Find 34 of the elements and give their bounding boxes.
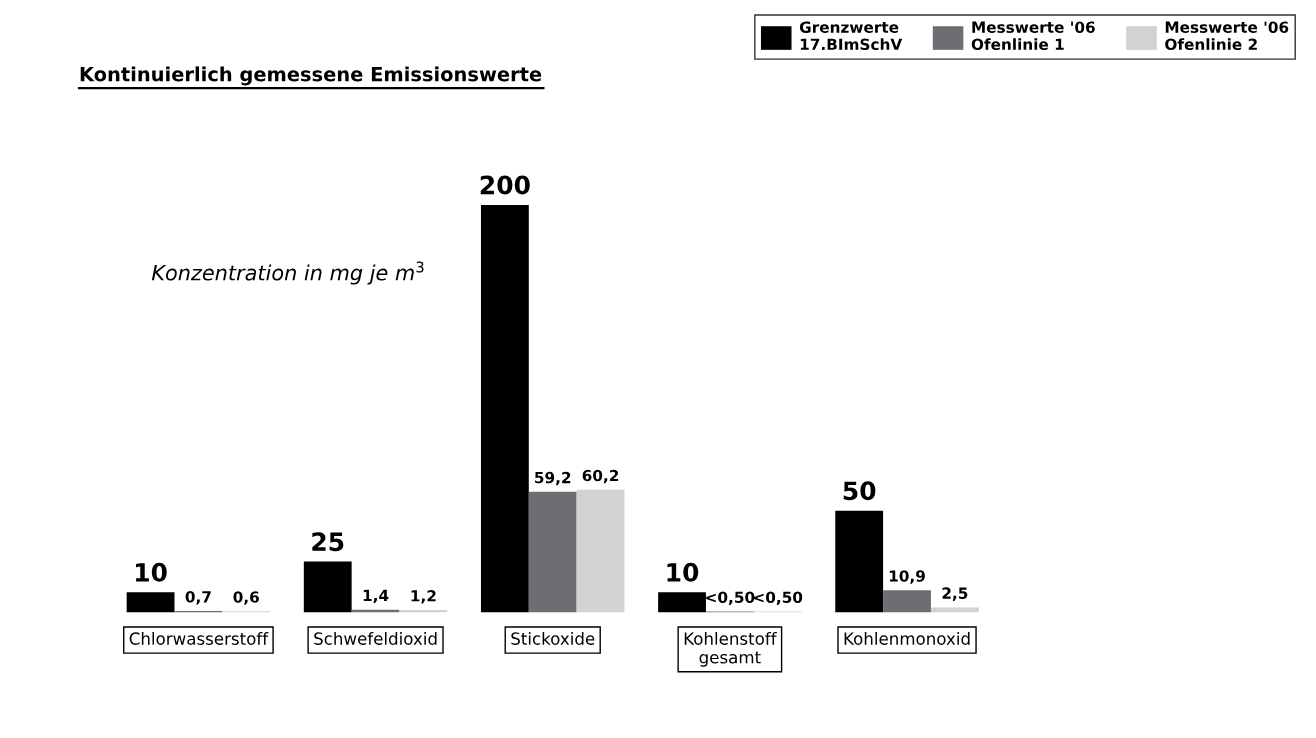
bar: [883, 590, 931, 613]
bar: [658, 592, 706, 613]
data-label: 25: [312, 532, 344, 552]
data-label: 50: [843, 481, 876, 501]
data-label: 2,5: [942, 587, 968, 601]
bar: [303, 561, 352, 613]
data-label: 10: [136, 562, 167, 582]
legend-label: Messwerte '06 Ofenlinie 1: [971, 21, 1095, 51]
bar: [528, 491, 577, 613]
data-label: 0,7: [185, 591, 211, 605]
data-label: 200: [480, 175, 530, 195]
x-tick-label: Kohlenmonoxid: [844, 631, 970, 645]
x-tick-label: Schwefeldioxid: [314, 631, 437, 645]
data-label: <0,50: [706, 591, 755, 605]
bar: [480, 204, 529, 613]
bar: [835, 510, 884, 613]
bar: [576, 489, 625, 613]
legend-label: Grenzwerte 17.BImSchV: [799, 21, 903, 51]
x-tick-label: Kohlenstoff gesamt: [684, 631, 777, 667]
data-label: <0,50: [754, 591, 803, 605]
x-tick-label: Chlorwasserstoff: [129, 631, 269, 645]
x-tick-label: Stickoxide: [511, 631, 595, 645]
data-label: 0,6: [233, 591, 259, 605]
data-label: 10: [667, 562, 699, 582]
bar: [126, 592, 175, 613]
chart-title: Kontinuierlich gemessene Emissionswerte: [80, 66, 542, 86]
legend-label: Messwerte '06 Ofenlinie 2: [1165, 21, 1289, 51]
data-label: 1,2: [411, 590, 436, 604]
data-label: 1,4: [363, 589, 389, 604]
annotation: Konzentration in mg je m$^{3}$: [151, 261, 424, 285]
data-label: 10,9: [889, 570, 925, 584]
bar: [930, 607, 979, 613]
data-label: 59,2: [535, 471, 571, 486]
data-label: 60,2: [582, 469, 619, 484]
